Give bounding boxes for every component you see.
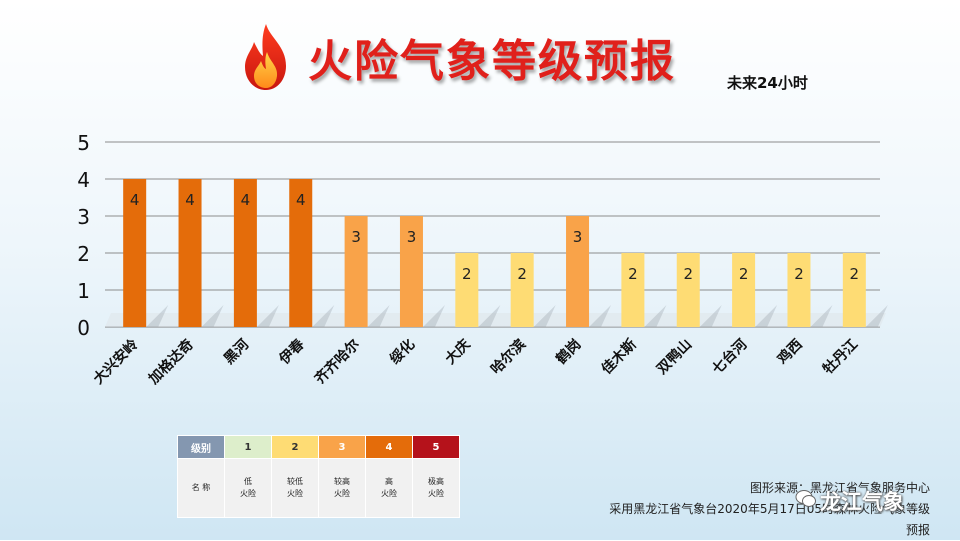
bar-shadow [256, 305, 279, 327]
data-label: 2 [628, 265, 638, 283]
bar [123, 179, 147, 327]
y-tick-label: 1 [77, 279, 90, 303]
bar-shadow [201, 305, 224, 327]
data-label: 3 [407, 228, 417, 246]
data-label: 2 [850, 265, 860, 283]
data-label: 4 [241, 191, 251, 209]
data-label: 4 [130, 191, 140, 209]
bar [787, 253, 811, 327]
bar [510, 253, 534, 327]
data-label: 2 [462, 265, 472, 283]
bar-shadow [865, 305, 888, 327]
legend-level-5: 5 [412, 435, 460, 459]
x-tick-label: 牡丹江 [819, 336, 861, 378]
bar [399, 216, 423, 327]
bar-shadow [146, 305, 169, 327]
legend-level-3: 3 [318, 435, 366, 459]
x-tick-label: 大庆 [442, 336, 474, 368]
x-tick-label: 黑河 [220, 336, 252, 368]
bar [732, 253, 756, 327]
data-label: 4 [296, 191, 306, 209]
x-tick-label: 伊春 [275, 335, 308, 368]
bar [621, 253, 645, 327]
y-tick-label: 4 [77, 168, 90, 192]
x-tick-label: 哈尔滨 [487, 336, 529, 378]
bar [289, 179, 313, 327]
y-tick-label: 0 [77, 316, 90, 340]
bar [566, 216, 590, 327]
legend-header-level: 级别 [177, 435, 225, 459]
bar-shadow [589, 305, 612, 327]
bar [178, 179, 202, 327]
y-tick-label: 5 [77, 131, 90, 155]
x-tick-label: 加格达奇 [145, 336, 197, 388]
data-label: 2 [517, 265, 527, 283]
x-tick-label: 齐齐哈尔 [311, 336, 363, 388]
x-tick-label: 佳木斯 [598, 336, 640, 378]
x-tick-label: 鹤岗 [553, 336, 585, 368]
x-tick-label: 鸡西 [773, 336, 806, 369]
data-label: 2 [794, 265, 804, 283]
data-label: 2 [739, 265, 749, 283]
legend-name-2: 较低 火险 [271, 458, 319, 518]
data-label: 2 [683, 265, 693, 283]
bar [842, 253, 866, 327]
bar-shadow [478, 305, 501, 327]
source-line-1: 图形来源：黑龙江省气象服务中心 [749, 481, 930, 495]
bar-shadow [422, 305, 445, 327]
bar-shadow [644, 305, 667, 327]
legend-level-1: 1 [224, 435, 272, 459]
data-label: 3 [573, 228, 583, 246]
forecast-period: 未来24小时 [727, 74, 808, 92]
bar-shadow [367, 305, 390, 327]
watermark: 龙江气象 [820, 490, 904, 514]
x-tick-label: 双鸭山 [653, 336, 695, 378]
x-tick-label: 大兴安岭 [90, 336, 142, 388]
legend-header-name: 名 称 [177, 458, 225, 518]
y-tick-label: 3 [77, 205, 90, 229]
bar [344, 216, 368, 327]
bar [455, 253, 479, 327]
legend-level-2: 2 [271, 435, 319, 459]
bar-shadow [810, 305, 833, 327]
legend-name-1: 低火险 [224, 458, 272, 518]
bar [676, 253, 700, 327]
bar-shadow [755, 305, 778, 327]
legend-name-5: 极高 火险 [412, 458, 460, 518]
source-line-2: 采用黑龙江省气象台2020年5月17日05时森林火险气象等级预报 [609, 502, 930, 537]
wechat-icon [795, 490, 816, 507]
flame-icon [245, 24, 286, 90]
x-tick-label: 绥化 [386, 336, 418, 368]
data-label: 4 [185, 191, 195, 209]
bar-shadow [699, 305, 722, 327]
title-block: 火险气象等级预报 [240, 22, 676, 92]
legend-name-3: 较高 火险 [318, 458, 366, 518]
x-tick-label: 七台河 [709, 336, 751, 378]
y-tick-label: 2 [77, 242, 90, 266]
bar [233, 179, 257, 327]
legend-name-4: 高火险 [365, 458, 413, 518]
legend-level-4: 4 [365, 435, 413, 459]
source-note: 图形来源：黑龙江省气象服务中心 采用黑龙江省气象台2020年5月17日05时森林… [600, 478, 930, 541]
page-title: 火险气象等级预报 [308, 36, 676, 87]
bar-shadow [533, 305, 556, 327]
data-label: 3 [351, 228, 361, 246]
bar-shadow [312, 305, 335, 327]
